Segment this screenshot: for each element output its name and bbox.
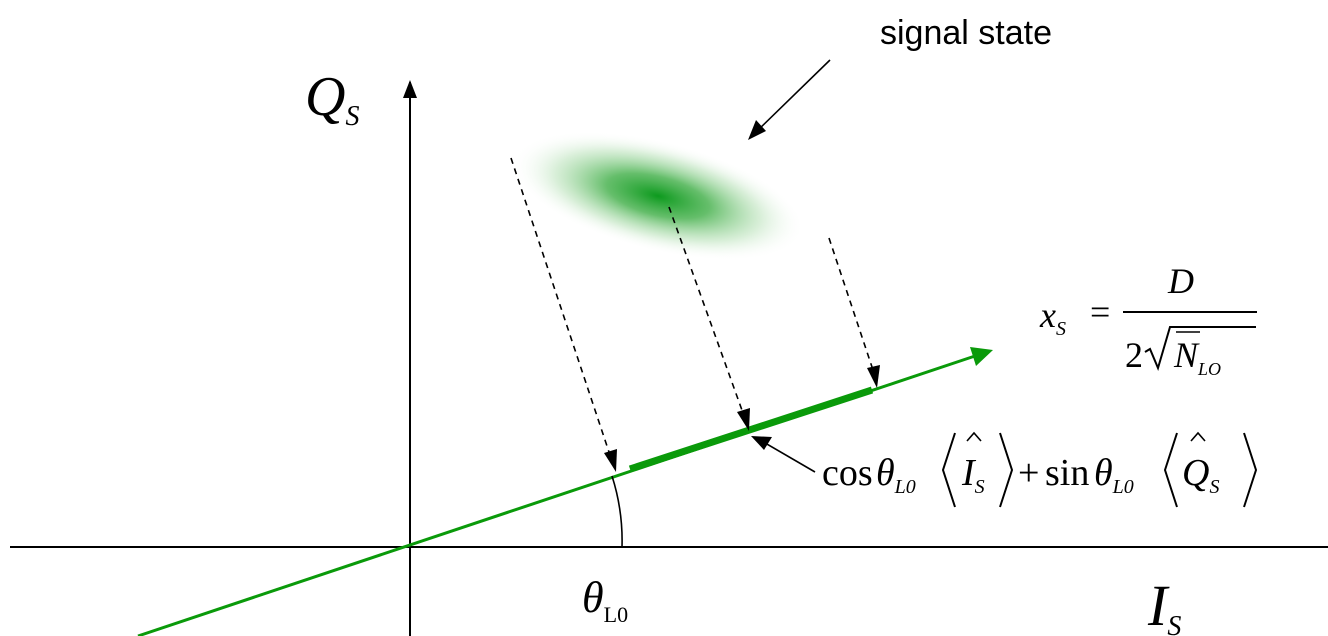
- angle-label: θL0: [582, 573, 628, 627]
- xs-lhs: xS: [1039, 295, 1066, 340]
- projection-plus: +: [1018, 452, 1039, 494]
- signal-state-label: signal state: [880, 14, 1052, 52]
- left-angle-bracket-2-icon: [1163, 432, 1178, 508]
- xs-formula: xS = D 2 NLO: [1039, 261, 1257, 379]
- projection-arrows: [510, 157, 874, 456]
- xs-n: NLO: [1173, 335, 1221, 379]
- projection-q: QS: [1182, 452, 1219, 498]
- projection-arrow-middle: [668, 206, 744, 414]
- projection-arrowhead-left: [604, 449, 617, 472]
- q-axis-arrowhead: [403, 80, 417, 98]
- projection-cos: cos: [822, 452, 873, 494]
- projection-arrowhead-right: [867, 365, 880, 388]
- angle-arc: [611, 475, 623, 548]
- projection-formula-pointer: [759, 439, 816, 473]
- q-axis-label: QS: [305, 66, 359, 132]
- q-hat-icon: [1190, 431, 1206, 442]
- xs-equals: =: [1090, 292, 1110, 332]
- projection-sin: sin: [1045, 452, 1089, 494]
- projection-i: IS: [961, 452, 985, 498]
- i-axis-label: IS: [1147, 573, 1181, 636]
- signal-state-blob: [511, 131, 805, 261]
- projection-theta1: θL0: [876, 452, 916, 498]
- projection-formula-pointer-head: [751, 436, 772, 450]
- right-angle-bracket-2-icon: [1243, 432, 1258, 508]
- projection-arrow-left: [510, 157, 611, 456]
- xs-numerator: D: [1167, 261, 1194, 301]
- lo-phase-arrowhead: [970, 347, 993, 366]
- projection-arrowhead-middle: [737, 408, 750, 431]
- sqrt-icon: [1144, 326, 1256, 371]
- i-hat-icon: [966, 431, 982, 442]
- projection-formula: cos θL0 IS + sin θL0 QS: [822, 431, 1258, 508]
- signal-state-pointer-head: [748, 120, 766, 140]
- projection-arrow-right: [828, 237, 874, 371]
- signal-state-pointer: [754, 59, 831, 134]
- right-angle-bracket-icon: [999, 432, 1014, 508]
- projection-theta2: θL0: [1094, 452, 1134, 498]
- xs-coef: 2: [1125, 335, 1143, 375]
- left-angle-bracket-icon: [941, 432, 956, 508]
- projection-segment: [628, 386, 874, 473]
